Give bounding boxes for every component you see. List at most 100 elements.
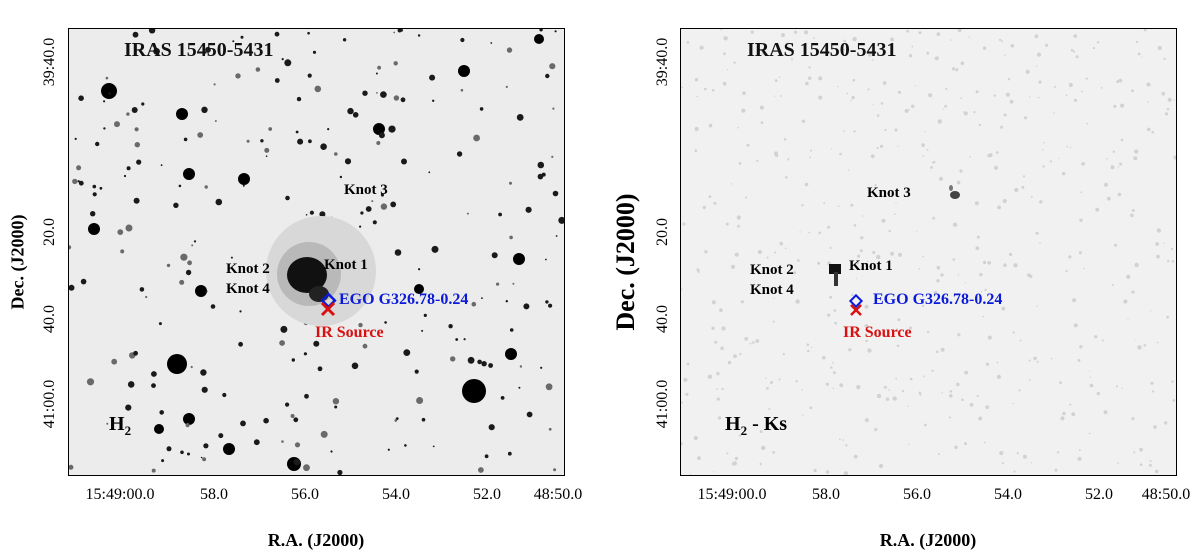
noise-speck	[983, 441, 986, 444]
star	[203, 443, 209, 449]
star	[505, 348, 517, 360]
noise-speck	[779, 241, 784, 246]
star	[537, 161, 545, 169]
noise-speck	[1151, 390, 1155, 393]
noise-speck	[776, 45, 778, 47]
noise-speck	[773, 297, 775, 299]
noise-speck	[897, 145, 899, 147]
noise-speck	[837, 205, 840, 207]
star	[78, 95, 84, 101]
noise-speck	[864, 304, 869, 309]
noise-speck	[827, 313, 831, 317]
x-tick: 56.0	[903, 486, 931, 503]
knot-4-label: Knot 4	[750, 282, 794, 298]
star	[280, 325, 288, 333]
noise-speck	[890, 37, 894, 42]
noise-speck	[928, 93, 933, 98]
noise-speck	[874, 184, 877, 187]
star	[69, 284, 75, 291]
noise-speck	[832, 361, 834, 364]
star	[327, 128, 330, 131]
noise-speck	[895, 377, 897, 380]
noise-speck	[708, 123, 713, 128]
noise-speck	[1080, 90, 1083, 93]
noise-speck	[795, 299, 800, 304]
noise-speck	[1018, 389, 1021, 392]
noise-speck	[1000, 125, 1003, 129]
noise-speck	[924, 130, 926, 133]
noise-speck	[795, 380, 798, 383]
noise-speck	[730, 264, 736, 269]
noise-speck	[919, 393, 922, 396]
noise-speck	[848, 348, 852, 352]
star	[218, 433, 224, 439]
star	[223, 443, 235, 455]
star	[394, 419, 398, 422]
noise-speck	[1092, 47, 1095, 50]
noise-speck	[1137, 52, 1141, 56]
star	[69, 464, 74, 470]
star	[281, 58, 284, 61]
noise-speck	[1007, 78, 1011, 81]
noise-speck	[833, 309, 837, 312]
star	[376, 92, 378, 94]
noise-speck	[1013, 263, 1018, 268]
noise-speck	[761, 445, 766, 451]
noise-speck	[948, 416, 952, 419]
noise-speck	[750, 30, 754, 34]
noise-speck	[878, 463, 884, 469]
ego-label: EGO G326.78-0.24	[339, 291, 469, 308]
noise-speck	[888, 229, 891, 233]
noise-speck	[829, 246, 832, 249]
star	[432, 445, 435, 448]
star	[417, 34, 421, 37]
noise-speck	[1137, 345, 1142, 350]
noise-speck	[689, 473, 692, 475]
noise-speck	[1089, 376, 1091, 379]
noise-speck	[1077, 359, 1081, 362]
h2-image-frame: IRAS 15450-5431 Knot 3 Knot 1 Knot 2 Kno…	[68, 28, 565, 476]
noise-speck	[704, 87, 707, 91]
noise-speck	[895, 202, 897, 204]
star	[509, 328, 514, 332]
noise-speck	[697, 456, 701, 460]
noise-speck	[1019, 339, 1022, 342]
noise-speck	[1012, 402, 1014, 405]
star	[131, 107, 138, 113]
star	[423, 313, 427, 317]
noise-speck	[779, 95, 782, 97]
noise-speck	[1061, 171, 1066, 176]
noise-speck	[921, 304, 925, 308]
noise-speck	[940, 273, 944, 277]
star	[239, 310, 242, 313]
noise-speck	[926, 330, 930, 333]
noise-speck	[1036, 360, 1039, 363]
noise-speck	[839, 383, 844, 388]
noise-speck	[843, 471, 848, 475]
noise-speck	[1039, 200, 1043, 204]
star	[238, 173, 250, 185]
noise-speck	[876, 254, 881, 260]
noise-speck	[1134, 262, 1139, 268]
star	[297, 138, 304, 145]
knot-4-label: Knot 4	[226, 281, 270, 297]
noise-speck	[719, 308, 723, 313]
noise-speck	[682, 222, 686, 226]
star	[161, 459, 165, 463]
star	[123, 174, 127, 178]
noise-speck	[699, 45, 704, 50]
noise-speck	[955, 68, 959, 72]
noise-speck	[1010, 44, 1015, 48]
noise-speck	[969, 155, 971, 158]
noise-speck	[1135, 40, 1138, 43]
noise-speck	[964, 442, 967, 446]
noise-speck	[853, 224, 857, 227]
noise-speck	[801, 119, 806, 124]
noise-speck	[909, 326, 912, 330]
noise-speck	[1016, 452, 1019, 455]
noise-speck	[957, 274, 960, 276]
noise-speck	[1103, 410, 1108, 415]
noise-speck	[825, 382, 829, 386]
noise-speck	[897, 318, 901, 322]
star	[403, 349, 411, 356]
